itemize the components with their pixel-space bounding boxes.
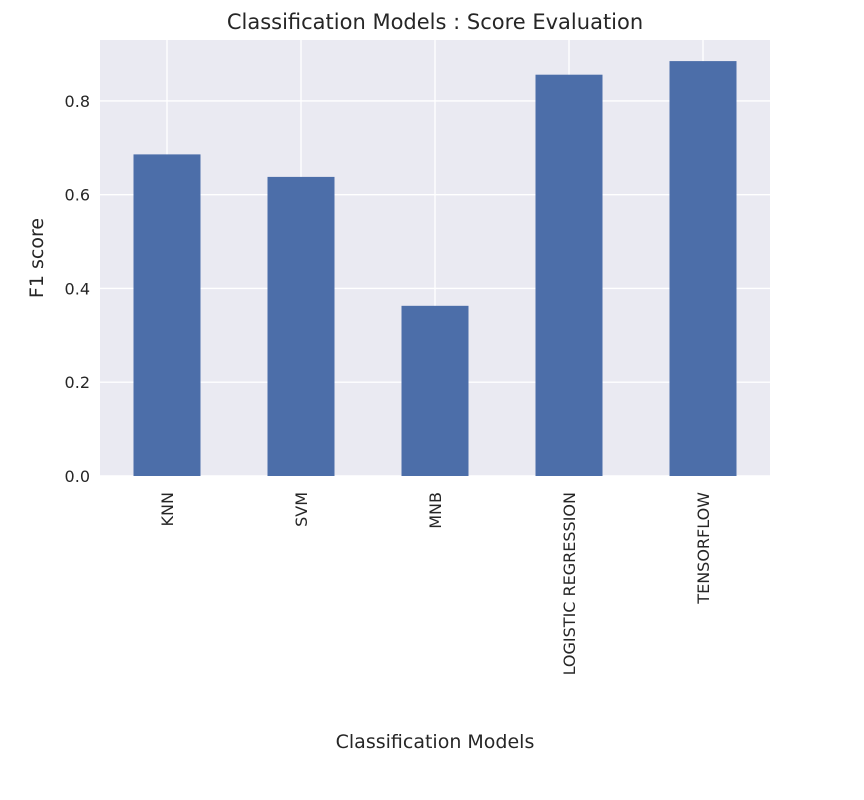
bar-logistic-regression xyxy=(535,74,603,476)
bar-knn xyxy=(133,154,201,476)
x-tick-label: MNB xyxy=(426,492,445,529)
y-tick-label: 0.0 xyxy=(65,467,90,486)
chart-title: Classification Models : Score Evaluation xyxy=(227,10,643,34)
y-axis-label: F1 score xyxy=(26,218,48,298)
y-tick-label: 0.8 xyxy=(65,92,90,111)
x-tick-label: LOGISTIC REGRESSION xyxy=(560,492,579,675)
y-tick-label: 0.4 xyxy=(65,279,90,298)
x-tick-label: SVM xyxy=(292,492,311,527)
bar-tensorflow xyxy=(669,61,737,477)
bar-mnb xyxy=(401,305,469,476)
y-axis-ticks: 0.0 0.2 0.4 0.6 0.8 xyxy=(65,92,90,486)
y-tick-label: 0.2 xyxy=(65,373,90,392)
x-tick-label: KNN xyxy=(158,492,177,526)
bar-svm xyxy=(267,176,335,476)
bars xyxy=(133,61,737,477)
x-tick-label: TENSORFLOW xyxy=(694,492,713,605)
x-axis-label: Classification Models xyxy=(336,731,535,753)
y-tick-label: 0.6 xyxy=(65,186,90,205)
x-axis-ticks: KNN SVM MNB LOGISTIC REGRESSION TENSORFLOW xyxy=(158,492,713,676)
